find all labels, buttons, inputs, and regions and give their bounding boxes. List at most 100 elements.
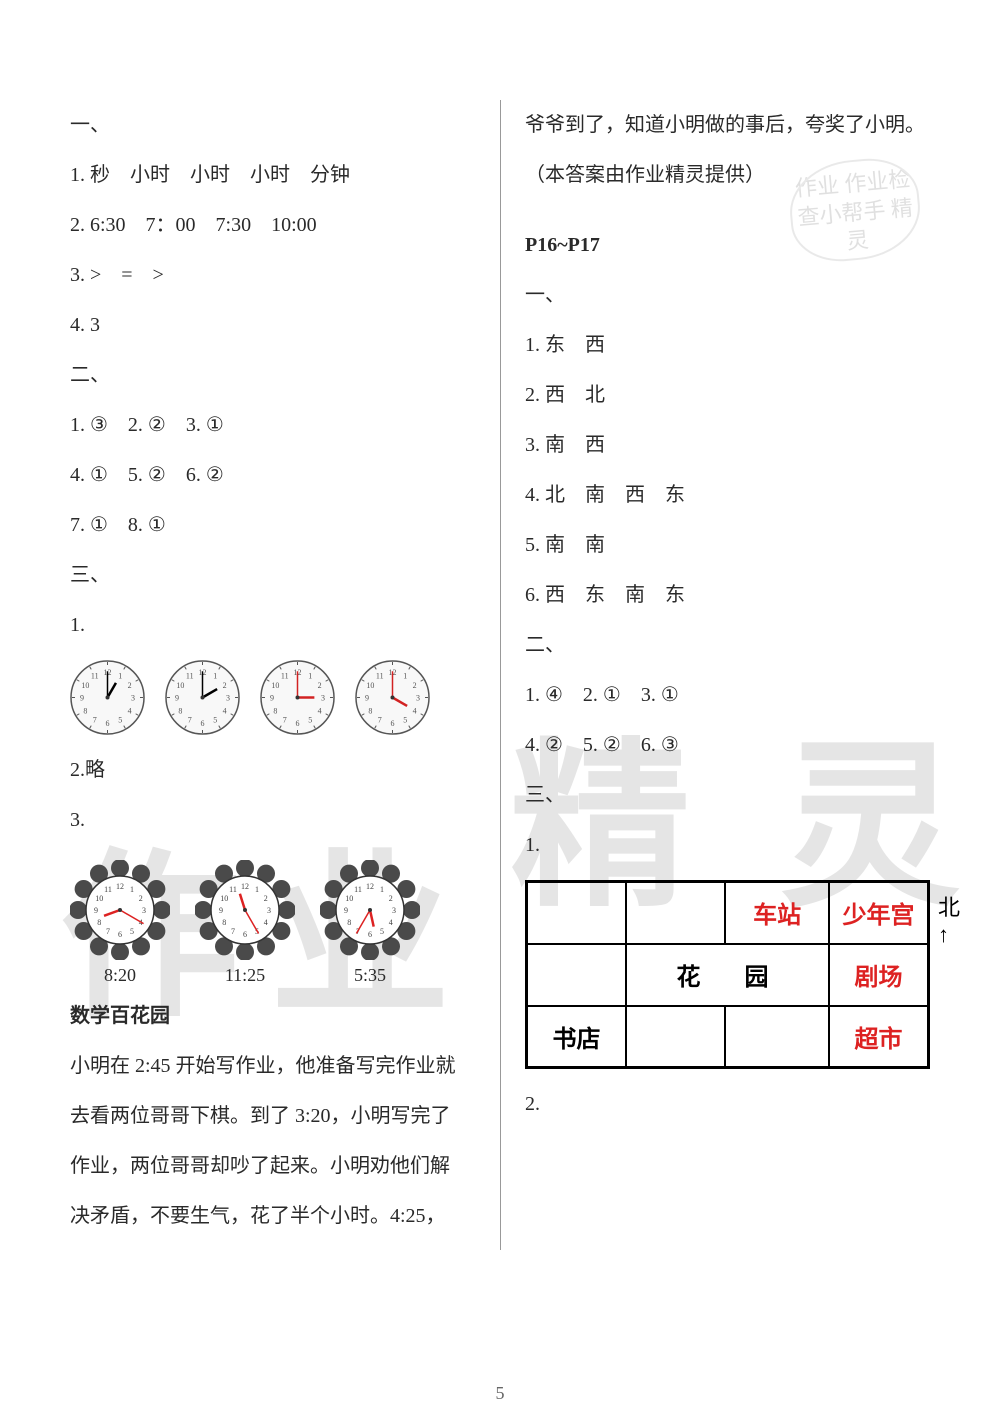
svg-text:12: 12	[116, 882, 124, 891]
map-cell	[626, 1006, 725, 1068]
section-heading: 二、	[70, 350, 475, 400]
map-cell: 车站	[725, 882, 829, 944]
svg-text:11: 11	[104, 885, 112, 894]
svg-text:10: 10	[81, 681, 89, 690]
svg-text:9: 9	[175, 694, 179, 703]
svg-text:9: 9	[94, 906, 98, 915]
answer-line: 1. 东 西	[525, 320, 930, 370]
svg-text:8: 8	[222, 918, 226, 927]
svg-text:8: 8	[178, 706, 182, 715]
story-line: 小明在 2:45 开始写作业，他准备写完作业就	[70, 1041, 475, 1091]
svg-text:9: 9	[80, 694, 84, 703]
svg-text:1: 1	[380, 885, 384, 894]
answer-line: 1.	[525, 820, 930, 870]
svg-text:3: 3	[416, 694, 420, 703]
clock-icon: 121234567891011	[355, 660, 430, 735]
svg-text:7: 7	[188, 716, 192, 725]
section-heading: 三、	[525, 770, 930, 820]
answer-line: 2. 西 北	[525, 370, 930, 420]
answer-line: 2.略	[70, 745, 475, 795]
svg-text:6: 6	[368, 930, 372, 939]
svg-text:4: 4	[223, 706, 227, 715]
answer-line: 1. ③ 2. ② 3. ①	[70, 400, 475, 450]
svg-text:2: 2	[264, 894, 268, 903]
answer-line: 1. 秒 小时 小时 小时 分钟	[70, 150, 475, 200]
svg-text:9: 9	[219, 906, 223, 915]
svg-text:2: 2	[389, 894, 393, 903]
svg-text:4: 4	[264, 918, 268, 927]
clock-icon: 121234567891011	[165, 660, 240, 735]
map-cell	[527, 882, 627, 944]
flower-clock: 121234567891011 5:35	[320, 860, 420, 986]
answer-line: 3.	[70, 795, 475, 845]
story-line: 决矛盾，不要生气，花了半个小时。4:25，	[70, 1191, 475, 1241]
svg-text:5: 5	[403, 716, 407, 725]
map-wrapper: 车站少年宫花 园剧场书店超市 北↑	[525, 880, 930, 1069]
section-heading: 一、	[525, 270, 930, 320]
svg-text:3: 3	[267, 906, 271, 915]
garden-title: 数学百花园	[70, 991, 475, 1041]
answer-line: 6. 西 东 南 东	[525, 570, 930, 620]
svg-text:6: 6	[118, 930, 122, 939]
answer-line: 1. ④ 2. ① 3. ①	[525, 670, 930, 720]
svg-text:6: 6	[201, 719, 205, 728]
answer-line: 3. 南 西	[525, 420, 930, 470]
svg-text:2: 2	[413, 681, 417, 690]
story-line: 爷爷到了，知道小明做的事后，夸奖了小明。	[525, 100, 930, 150]
svg-text:12: 12	[366, 882, 374, 891]
clock-label: 8:20	[70, 965, 170, 986]
svg-text:10: 10	[366, 681, 374, 690]
svg-text:2: 2	[318, 681, 322, 690]
svg-text:3: 3	[226, 694, 230, 703]
svg-text:6: 6	[391, 719, 395, 728]
svg-text:7: 7	[106, 927, 110, 936]
svg-text:11: 11	[229, 885, 237, 894]
svg-text:2: 2	[128, 681, 132, 690]
svg-text:5: 5	[380, 927, 384, 936]
svg-text:8: 8	[368, 706, 372, 715]
map-cell: 少年宫	[829, 882, 929, 944]
svg-text:12: 12	[241, 882, 249, 891]
svg-text:1: 1	[130, 885, 134, 894]
svg-text:5: 5	[118, 716, 122, 725]
svg-text:6: 6	[106, 719, 110, 728]
answer-line: 4. 北 南 西 东	[525, 470, 930, 520]
svg-text:4: 4	[318, 706, 322, 715]
svg-text:7: 7	[283, 716, 287, 725]
svg-text:5: 5	[308, 716, 312, 725]
svg-text:1: 1	[255, 885, 259, 894]
location-map: 车站少年宫花 园剧场书店超市	[525, 880, 930, 1069]
svg-text:10: 10	[271, 681, 279, 690]
svg-text:3: 3	[131, 694, 135, 703]
map-cell: 书店	[527, 1006, 627, 1068]
svg-text:2: 2	[139, 894, 143, 903]
svg-text:3: 3	[392, 906, 396, 915]
map-cell: 超市	[829, 1006, 929, 1068]
svg-text:7: 7	[378, 716, 382, 725]
answer-line: 4. ① 5. ② 6. ②	[70, 450, 475, 500]
stamp-icon: 作业 作业检查小帮手 精灵	[786, 155, 924, 266]
svg-text:10: 10	[95, 894, 103, 903]
map-cell	[725, 1006, 829, 1068]
svg-text:7: 7	[93, 716, 97, 725]
answer-line: 5. 南 南	[525, 520, 930, 570]
answer-line: 4. 3	[70, 300, 475, 350]
answer-line: 4. ② 5. ② 6. ③	[525, 720, 930, 770]
svg-text:4: 4	[128, 706, 132, 715]
clock-label: 11:25	[195, 965, 295, 986]
svg-text:10: 10	[345, 894, 353, 903]
svg-text:1: 1	[403, 671, 407, 680]
section-heading: 二、	[525, 620, 930, 670]
svg-text:8: 8	[273, 706, 277, 715]
svg-text:11: 11	[91, 671, 99, 680]
svg-text:11: 11	[376, 671, 384, 680]
svg-text:10: 10	[176, 681, 184, 690]
left-column: 一、 1. 秒 小时 小时 小时 分钟 2. 6:30 7：00 7:30 10…	[70, 100, 500, 1374]
svg-text:4: 4	[389, 918, 393, 927]
svg-text:5: 5	[130, 927, 134, 936]
svg-text:9: 9	[365, 694, 369, 703]
flower-clock-row: 121234567891011 8:20 121234567891011 11:…	[70, 860, 475, 986]
flower-clock: 121234567891011 8:20	[70, 860, 170, 986]
section-heading: 一、	[70, 100, 475, 150]
svg-text:8: 8	[347, 918, 351, 927]
